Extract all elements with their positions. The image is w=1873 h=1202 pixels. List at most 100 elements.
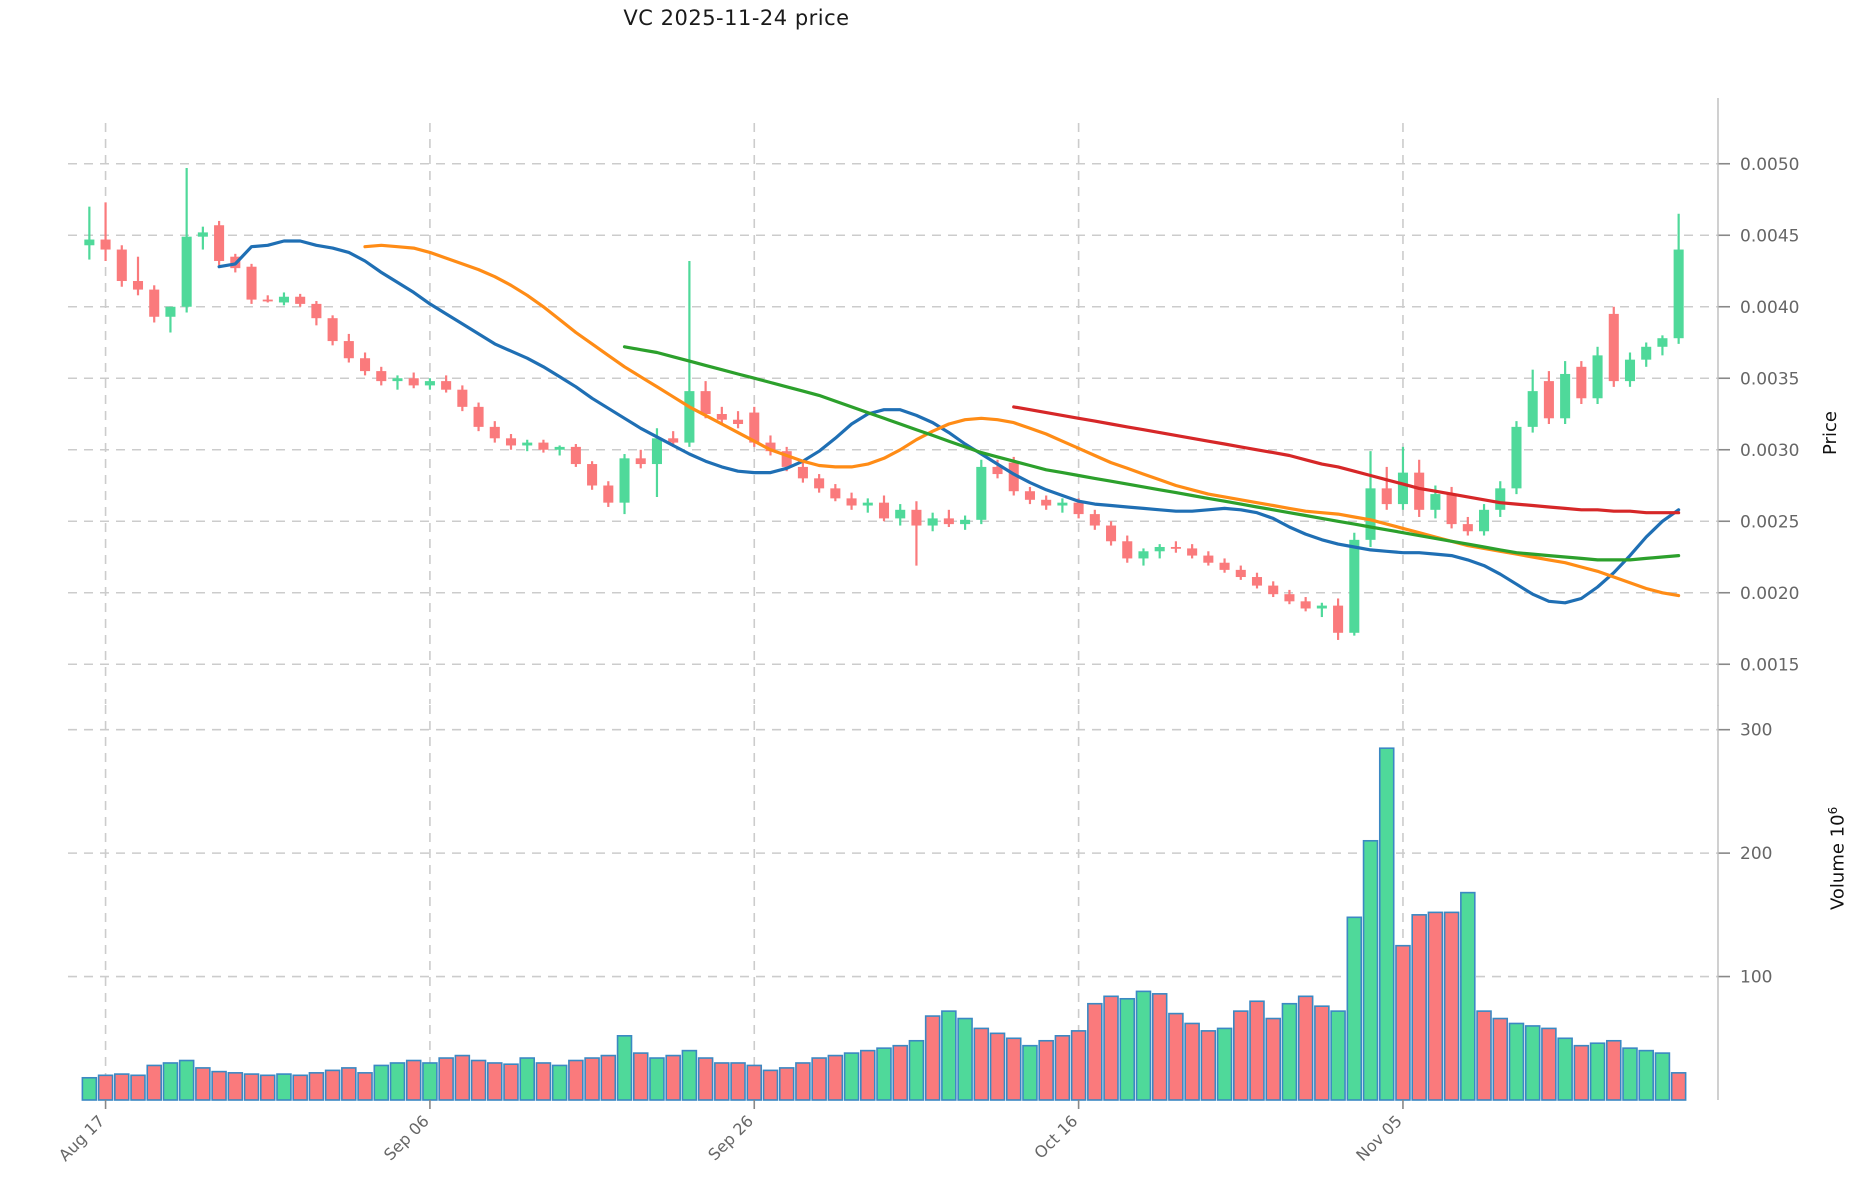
volume-bar <box>1508 1022 1525 1101</box>
price-axis-title: Price <box>1820 411 1841 455</box>
candle-body <box>765 442 776 452</box>
candle-body <box>149 289 160 317</box>
candle-body <box>1511 426 1522 489</box>
ma-line-ma_xlong <box>1012 405 1681 515</box>
candle-body <box>651 438 662 465</box>
candle-body <box>489 426 500 439</box>
candle-body <box>1462 524 1473 532</box>
candle-body <box>473 406 484 427</box>
x-tick-label: Sep 06 <box>380 1111 433 1164</box>
volume-bar <box>422 1062 438 1101</box>
volume-bar <box>1297 995 1314 1101</box>
volume-bar <box>178 1059 195 1101</box>
ma-line-ma_short <box>217 239 1681 605</box>
candle-body <box>1495 488 1506 510</box>
volume-bar <box>535 1062 552 1101</box>
price-tick-label: 0.0015 <box>1740 655 1799 675</box>
candle-body <box>1592 355 1603 399</box>
moving-average-lines <box>217 239 1681 605</box>
volume-bar <box>1443 911 1460 1101</box>
candle-body <box>1608 313 1619 382</box>
volume-bar <box>227 1072 244 1101</box>
volume-bar <box>957 1017 973 1101</box>
candle-body <box>1414 472 1425 510</box>
volume-bar <box>1622 1047 1638 1101</box>
ma-line-ma_long <box>622 345 1681 562</box>
candle-body <box>1527 391 1538 427</box>
volume-bar <box>1054 1035 1071 1101</box>
candle-body <box>992 466 1003 475</box>
candle-body <box>327 318 338 342</box>
candle-body <box>441 381 452 390</box>
candle-body <box>343 341 354 359</box>
candle-body <box>538 442 549 450</box>
candle-body <box>1008 462 1019 492</box>
volume-bar <box>1070 1030 1087 1101</box>
candle-body <box>262 299 273 302</box>
volume-bar <box>195 1067 211 1101</box>
volume-bar <box>1233 1010 1249 1101</box>
volume-bar <box>649 1057 665 1101</box>
candle-body <box>84 239 95 246</box>
candle-body <box>554 446 565 450</box>
candle-body <box>505 438 517 446</box>
candle-body <box>1333 605 1344 633</box>
volume-tick-label: 300 <box>1740 721 1772 741</box>
volume-bar <box>989 1032 1006 1101</box>
candle-body <box>1170 546 1181 549</box>
volume-bar <box>1524 1025 1541 1101</box>
candle-body <box>960 519 971 525</box>
volume-bar <box>373 1064 390 1101</box>
volume-bar <box>584 1057 600 1101</box>
volume-bar <box>714 1062 730 1101</box>
volume-axis-exponent: 6 <box>1826 806 1840 815</box>
volume-bar <box>746 1064 763 1101</box>
candle-body <box>603 485 614 503</box>
candle-body <box>1657 338 1668 347</box>
candle-body <box>895 509 906 519</box>
volume-bar <box>941 1010 957 1101</box>
volume-bar <box>1200 1030 1217 1101</box>
candle-body <box>1122 541 1133 559</box>
volume-bar <box>762 1069 779 1101</box>
candle-body <box>1073 502 1084 515</box>
volume-bar <box>876 1047 892 1101</box>
volume-bar <box>1476 1010 1492 1101</box>
price-tick-label: 0.0040 <box>1740 298 1799 318</box>
candle-body <box>457 389 468 407</box>
volume-bar <box>1362 839 1379 1101</box>
candle-body <box>814 478 825 489</box>
candle-body <box>295 296 306 304</box>
volume-bar <box>1087 1002 1103 1101</box>
volume-bar <box>1151 993 1168 1101</box>
candle-body <box>1543 381 1554 419</box>
candle-body <box>797 466 808 479</box>
volume-bar <box>568 1059 584 1101</box>
volume-bar <box>843 1052 860 1101</box>
candle-body <box>376 371 387 382</box>
candle-body <box>570 446 581 465</box>
candle-body <box>781 451 792 467</box>
candle-body <box>165 306 176 317</box>
candle-body <box>587 464 598 486</box>
volume-bar <box>1265 1017 1281 1101</box>
candle-body <box>700 391 711 414</box>
volume-bar <box>795 1062 811 1101</box>
candle-body <box>1089 514 1100 526</box>
x-tick-label: Aug 17 <box>55 1111 109 1165</box>
candle-body <box>1316 605 1327 609</box>
volume-bar <box>892 1044 908 1101</box>
candle-body <box>1641 346 1652 360</box>
candle-body <box>830 488 841 499</box>
volume-bar <box>973 1027 990 1101</box>
volume-tick-label: 100 <box>1740 968 1772 988</box>
candle-body <box>1268 585 1279 595</box>
volume-bar <box>438 1057 454 1101</box>
volume-bar <box>924 1015 941 1101</box>
candle-body <box>1251 577 1263 586</box>
volume-bar <box>1314 1005 1330 1101</box>
volume-bar <box>730 1062 746 1101</box>
volume-bar <box>1038 1039 1054 1101</box>
candle-body <box>862 502 873 506</box>
volume-bar <box>1168 1012 1184 1101</box>
